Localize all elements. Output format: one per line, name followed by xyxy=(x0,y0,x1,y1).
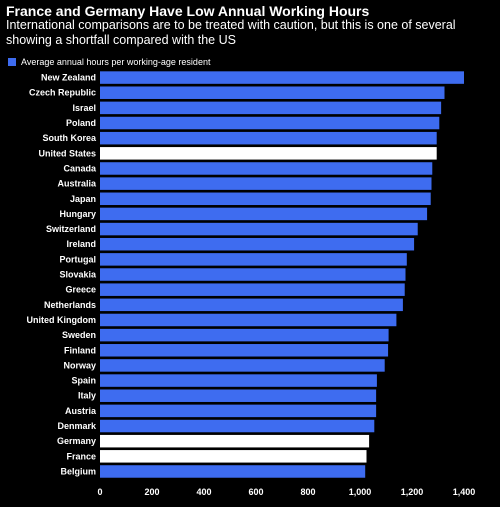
category-label: South Korea xyxy=(42,133,96,143)
bar xyxy=(100,465,366,478)
x-tick-label: 200 xyxy=(144,487,159,497)
category-label: Germany xyxy=(57,436,96,446)
x-tick-label: 1,200 xyxy=(401,487,424,497)
category-label: France xyxy=(66,451,96,461)
bar xyxy=(100,298,403,312)
bar xyxy=(100,131,437,145)
bar xyxy=(100,222,418,236)
bar xyxy=(100,344,389,357)
category-label: Canada xyxy=(63,163,97,173)
legend-swatch xyxy=(8,58,16,66)
category-label: Switzerland xyxy=(46,224,96,234)
category-label: Japan xyxy=(70,194,96,204)
bar xyxy=(100,101,442,115)
bar xyxy=(100,177,432,190)
chart-subtitle: International comparisons are to be trea… xyxy=(6,18,456,47)
x-tick-label: 0 xyxy=(97,487,102,497)
category-label: Sweden xyxy=(62,330,96,340)
x-tick-label: 600 xyxy=(248,487,263,497)
category-label: Finland xyxy=(64,345,96,355)
bar xyxy=(100,86,445,99)
bar xyxy=(100,192,431,206)
category-label: Denmark xyxy=(57,421,97,431)
category-label: Netherlands xyxy=(44,300,96,310)
category-label: Poland xyxy=(66,118,96,128)
category-label: Belgium xyxy=(60,466,96,476)
bar xyxy=(100,404,377,418)
category-label: Slovakia xyxy=(59,270,97,280)
bar xyxy=(100,207,428,221)
x-tick-label: 400 xyxy=(196,487,211,497)
category-label: Australia xyxy=(57,179,97,189)
category-label: United Kingdom xyxy=(27,315,97,325)
x-tick-label: 1,400 xyxy=(453,487,476,497)
bar xyxy=(100,313,397,327)
chart-title: France and Germany Have Low Annual Worki… xyxy=(6,3,370,19)
bar xyxy=(100,359,385,372)
x-tick-label: 800 xyxy=(300,487,315,497)
category-label: United States xyxy=(38,148,96,158)
bar xyxy=(100,328,389,342)
bar xyxy=(100,268,406,281)
category-label: Ireland xyxy=(66,239,96,249)
category-label: Norway xyxy=(63,360,96,370)
category-label: Hungary xyxy=(59,209,96,219)
bar xyxy=(100,71,464,84)
bar xyxy=(100,389,377,402)
bar xyxy=(100,253,407,266)
category-label: Italy xyxy=(78,391,96,401)
category-label: Austria xyxy=(65,406,97,416)
bar xyxy=(100,450,367,463)
bar xyxy=(100,283,405,296)
bar xyxy=(100,237,415,251)
category-label: Portugal xyxy=(59,254,96,264)
x-tick-label: 1,000 xyxy=(349,487,372,497)
legend: Average annual hours per working-age res… xyxy=(8,56,210,68)
category-label: Spain xyxy=(71,376,96,386)
category-label: Israel xyxy=(72,103,96,113)
category-label: Czech Republic xyxy=(29,88,96,98)
legend-label: Average annual hours per working-age res… xyxy=(21,57,211,67)
bar xyxy=(100,116,440,130)
bar xyxy=(100,434,370,448)
bar xyxy=(100,374,377,387)
category-label: Greece xyxy=(65,285,96,295)
category-label: New Zealand xyxy=(41,73,96,83)
bar xyxy=(100,419,375,433)
bar xyxy=(100,147,437,160)
bar xyxy=(100,162,433,175)
